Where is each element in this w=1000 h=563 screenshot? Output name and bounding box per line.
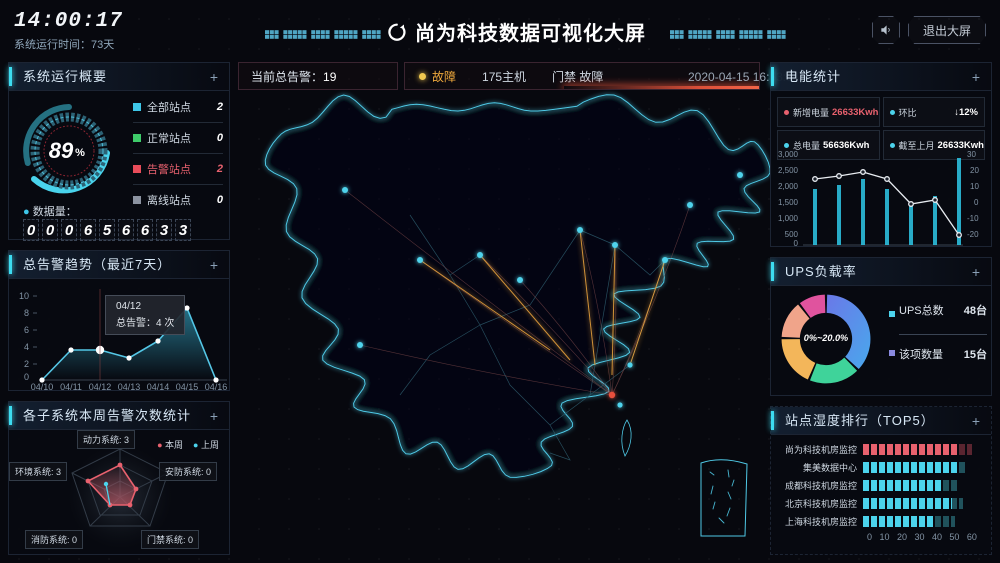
svg-text:6: 6	[24, 325, 29, 335]
svg-text:3,000: 3,000	[778, 150, 799, 159]
svg-text:500: 500	[785, 230, 799, 239]
svg-text:04/11: 04/11	[60, 382, 82, 392]
svg-text:30: 30	[967, 150, 976, 159]
svg-text:-10: -10	[967, 214, 979, 223]
svg-text:89: 89	[49, 138, 74, 163]
svg-text:4: 4	[24, 342, 29, 352]
svg-text:10: 10	[19, 291, 29, 301]
svg-text:2: 2	[24, 359, 29, 369]
svg-text:04/10: 04/10	[31, 382, 54, 392]
svg-text:%: %	[75, 147, 85, 159]
svg-text:10: 10	[970, 182, 979, 191]
svg-text:0: 0	[974, 198, 979, 207]
svg-text:2,000: 2,000	[778, 182, 799, 191]
svg-text:-20: -20	[967, 230, 979, 239]
svg-text:04/15: 04/15	[176, 382, 199, 392]
svg-text:04/12: 04/12	[89, 382, 112, 392]
svg-text:8: 8	[24, 308, 29, 318]
svg-text:04/16: 04/16	[205, 382, 228, 392]
svg-text:1,000: 1,000	[778, 214, 799, 223]
svg-text:04/14: 04/14	[147, 382, 170, 392]
svg-text:0%~20.0%: 0%~20.0%	[804, 333, 848, 343]
svg-text:0: 0	[794, 239, 799, 248]
svg-text:1,500: 1,500	[778, 198, 799, 207]
svg-text:2,500: 2,500	[778, 166, 799, 175]
svg-text:20: 20	[970, 166, 979, 175]
svg-text:0: 0	[24, 372, 29, 382]
svg-text:04/13: 04/13	[118, 382, 141, 392]
